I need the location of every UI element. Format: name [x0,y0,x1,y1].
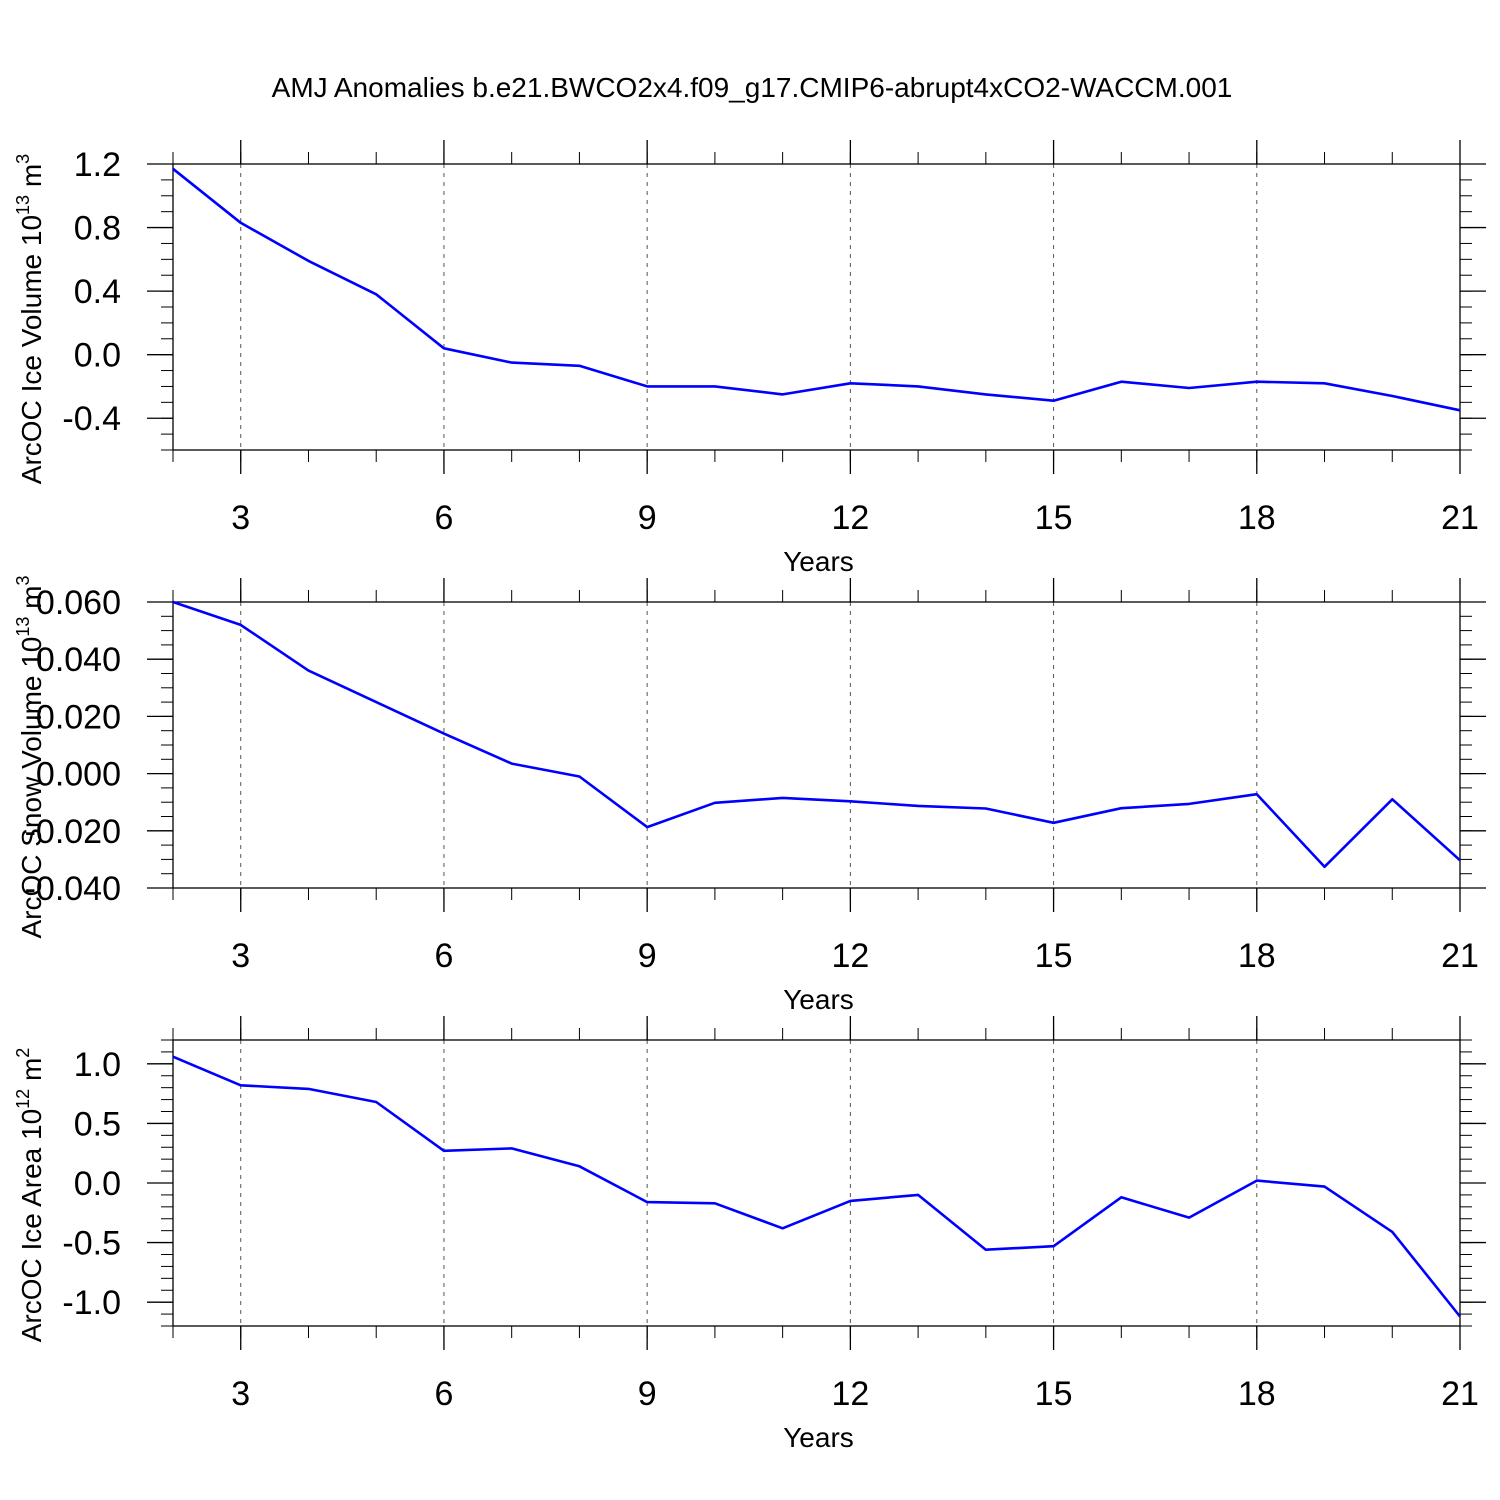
data-series-line [172,167,1461,412]
data-series-line [172,600,1461,869]
y-tick-label: 0.4 [74,273,121,311]
x-tick-label: 6 [434,499,453,537]
x-tick-label: 9 [638,937,657,975]
x-tick-label: 21 [1441,499,1479,537]
x-tick-label: 21 [1441,1375,1479,1413]
x-tick-label: 21 [1441,937,1479,975]
y-tick-label: 1.2 [74,146,121,184]
y-axis-label-exponent: 13 [13,195,33,215]
y-tick-label: 0.060 [36,584,121,622]
y-axis-label-unit-exponent: 2 [13,1048,33,1058]
y-axis-label: ArcOC Ice Area 1012 m2 [13,1048,47,1343]
x-tick-label: 6 [434,937,453,975]
x-tick-label: 12 [831,499,869,537]
y-axis-label: ArcOC Snow Volume 1013 m3 [13,575,47,938]
chart-title: AMJ Anomalies b.e21.BWCO2x4.f09_g17.CMIP… [272,72,1233,103]
x-tick-label: 9 [638,499,657,537]
y-axis-label-unit-exponent: 3 [13,154,33,164]
y-tick-label: -1.0 [62,1284,121,1322]
x-tick-label: 3 [231,937,250,975]
x-tick-label: 18 [1238,937,1276,975]
x-tick-label: 18 [1238,499,1276,537]
y-tick-label: -0.040 [25,870,121,908]
y-tick-label: -0.020 [25,813,121,851]
y-tick-label: 0.0 [74,337,121,375]
plot-frame [172,1039,1461,1327]
y-axis-label-unit: m [16,164,47,195]
x-tick-label: 15 [1035,499,1073,537]
y-axis-label-exponent: 13 [13,617,33,637]
y-axis-label-text: ArcOC Snow Volume 10 [16,637,47,939]
y-tick-label: 0.8 [74,210,121,248]
chart-panel-3: 3 6 9 12 15 18 21 Years -1.0 -0.5 0.0 0.5 1.0 ArcOC I… [13,1016,1486,1453]
y-axis-label-unit: m [16,1058,47,1089]
x-tick-label: 12 [831,937,869,975]
y-axis-label: ArcOC Ice Volume 1013 m3 [13,154,47,484]
chart-panel-1: 3 6 9 12 15 18 21 Years -0.4 0.0 0.4 0.8 1.2 ArcOC Ic… [13,140,1486,577]
chart-panel-2: 3 6 9 12 15 18 21 Years -0.040 -0.020 0.000 0.020 0.… [13,575,1486,1015]
plot-frame [172,601,1461,889]
y-tick-label: -0.4 [62,400,121,438]
y-tick-label: -0.5 [62,1225,121,1263]
y-axis-label-text: ArcOC Ice Volume 10 [16,215,47,484]
y-tick-label: 1.0 [74,1046,121,1084]
plot-frame [172,163,1461,451]
x-tick-label: 18 [1238,1375,1276,1413]
x-tick-label: 6 [434,1375,453,1413]
x-tick-label: 3 [231,499,250,537]
x-tick-label: 3 [231,1375,250,1413]
y-tick-label: 0.020 [36,698,121,736]
x-axis-label: Years [783,1422,854,1453]
y-axis-label-unit: m [16,585,47,616]
panels: 3 6 9 12 15 18 21 Years -0.4 0.0 0.4 0.8 1.2 ArcOC Ic… [13,140,1486,1453]
y-tick-label: 0.5 [74,1105,121,1143]
y-axis-label-text: ArcOC Ice Area 10 [16,1109,47,1342]
data-series-line [172,1055,1462,1318]
x-tick-label: 12 [831,1375,869,1413]
x-tick-label: 15 [1035,937,1073,975]
x-tick-label: 9 [638,1375,657,1413]
x-axis-label: Years [783,984,854,1015]
y-tick-label: 0.000 [36,756,121,794]
x-tick-label: 15 [1035,1375,1073,1413]
y-tick-label: 0.0 [74,1165,121,1203]
x-axis-label: Years [783,546,854,577]
y-axis-label-exponent: 12 [13,1089,33,1109]
y-tick-label: 0.040 [36,641,121,679]
y-axis-label-unit-exponent: 3 [13,575,33,585]
